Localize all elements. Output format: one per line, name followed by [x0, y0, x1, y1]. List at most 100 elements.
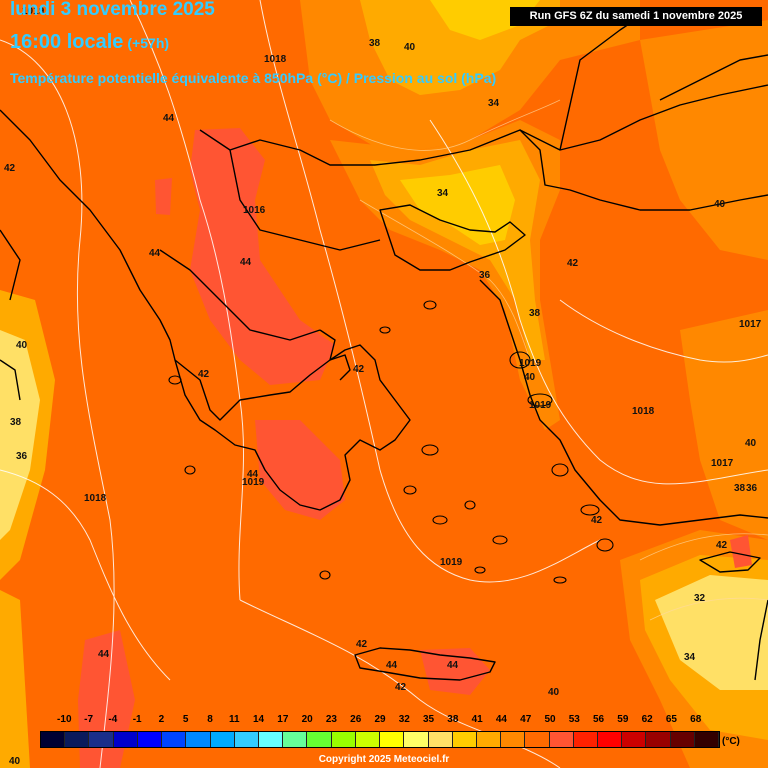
scale-swatch — [137, 732, 163, 747]
temperature-label: 40 — [404, 42, 416, 53]
pressure-label: 1019 — [519, 358, 542, 369]
pressure-label: 1017 — [711, 458, 734, 469]
scale-swatch — [476, 732, 502, 747]
scale-swatch — [210, 732, 235, 747]
temperature-label: 40 — [745, 438, 757, 449]
parameter-title: Température potentielle équivalente à 85… — [10, 70, 497, 86]
temperature-label: 44 — [163, 113, 175, 124]
scale-swatch — [452, 732, 477, 747]
temperature-label: 42 — [395, 682, 407, 693]
pressure-label: 1016 — [243, 205, 266, 216]
scale-swatch — [404, 732, 429, 747]
scale-swatch — [525, 732, 550, 747]
scale-tick-label: 8 — [207, 714, 213, 725]
scale-tick-label: -10 — [57, 714, 72, 725]
forecast-offset: (+57h) — [127, 35, 170, 51]
temperature-label: 42 — [567, 258, 579, 269]
temperature-label: 34 — [684, 652, 696, 663]
pressure-label: 1018 — [632, 406, 655, 417]
scale-swatch — [186, 732, 211, 747]
scale-tick-label: 59 — [617, 714, 629, 725]
scale-tick-label: 2 — [158, 714, 165, 725]
scale-tick-label: -7 — [84, 714, 94, 725]
pressure-label: 1019 — [22, 6, 45, 17]
scale-tick-label: 14 — [253, 714, 265, 725]
scale-tick-label: 47 — [520, 714, 532, 725]
scale-tick-label: 62 — [641, 714, 653, 725]
scale-swatch — [331, 732, 356, 747]
scale-tick-label: 44 — [495, 714, 507, 725]
scale-unit: (°C) — [722, 736, 740, 747]
scale-tick-label: 17 — [277, 714, 289, 725]
temperature-label: 42 — [4, 163, 16, 174]
temperature-label: 38 — [529, 308, 541, 319]
temperature-label: 40 — [524, 372, 536, 383]
scale-tick-label: 11 — [228, 714, 240, 725]
temperature-label: 44 — [149, 248, 161, 259]
temperature-label: 36 — [746, 483, 758, 494]
scale-swatch — [89, 732, 114, 747]
scale-swatch — [694, 732, 720, 747]
scale-swatch — [380, 732, 405, 747]
scale-swatch — [258, 732, 284, 747]
temperature-label: 42 — [591, 515, 603, 526]
temperature-label: 34 — [488, 98, 500, 109]
scale-tick-label: 56 — [593, 714, 605, 725]
scale-tick-label: 26 — [350, 714, 362, 725]
pressure-label: 1019 — [529, 400, 552, 411]
forecast-time-label: 16:00 locale — [10, 31, 124, 53]
scale-swatch — [598, 732, 623, 747]
scale-tick-label: 65 — [665, 714, 677, 725]
temperature-label: 38 — [734, 483, 746, 494]
temperature-label: 40 — [714, 199, 726, 210]
scale-tick-label: 50 — [544, 714, 556, 725]
temperature-label: 44 — [240, 257, 252, 268]
scale-swatch — [113, 732, 138, 747]
copyright: Copyright 2025 Meteociel.fr — [318, 754, 450, 765]
temperature-label: 40 — [9, 756, 21, 767]
temperature-label: 42 — [356, 639, 368, 650]
temperature-label: 44 — [386, 660, 398, 671]
scale-swatch — [428, 732, 453, 747]
forecast-date: lundi 3 novembre 2025 — [10, 0, 215, 20]
pressure-labels: 1019 1018 1016 1019 1019 1018 1017 1017 … — [22, 6, 762, 568]
temperature-labels: 38 40 34 42 44 44 44 34 36 42 40 38 40 4… — [4, 38, 758, 767]
scale-swatch — [573, 732, 599, 747]
pressure-label: 1019 — [242, 477, 265, 488]
temperature-label: 40 — [548, 687, 560, 698]
run-banner: Run GFS 6Z du samedi 1 novembre 2025 — [510, 7, 762, 26]
scale-swatch — [646, 732, 671, 747]
temperature-label: 38 — [369, 38, 381, 49]
temperature-label: 44 — [447, 660, 459, 671]
scale-tick-label: 41 — [471, 714, 483, 725]
scale-tick-label: -1 — [132, 714, 142, 725]
temperature-label: 40 — [16, 340, 28, 351]
scale-swatch — [234, 732, 259, 747]
forecast-time: 16:00 locale (+57h) — [10, 31, 169, 54]
scale-tick-label: 29 — [374, 714, 386, 725]
scale-swatch — [162, 732, 187, 747]
pressure-label: 1017 — [739, 319, 762, 330]
pressure-label: 1019 — [440, 557, 463, 568]
temperature-label: 44 — [247, 469, 259, 480]
scale-swatch — [622, 732, 647, 747]
scale-tick-label: 23 — [325, 714, 337, 725]
scale-tick-label: 20 — [301, 714, 313, 725]
scale-swatch — [283, 732, 308, 747]
pressure-label: 1018 — [84, 493, 107, 504]
temperature-label: 42 — [716, 540, 728, 551]
scale-tick-label: 38 — [447, 714, 459, 725]
temperature-label: 38 — [10, 417, 22, 428]
scale-tick-label: -4 — [108, 714, 118, 725]
scale-tick-label: 32 — [398, 714, 410, 725]
temperature-label: 36 — [479, 270, 491, 281]
temperature-label: 42 — [198, 369, 210, 380]
scale-tick-label: 68 — [690, 714, 702, 725]
scale-tick-label: 35 — [423, 714, 435, 725]
scale-tick-label: 53 — [568, 714, 580, 725]
scale-tick-label: 5 — [182, 714, 189, 725]
scale-bar — [40, 731, 720, 748]
scale-swatch — [670, 732, 695, 747]
scale-swatch — [307, 732, 332, 747]
